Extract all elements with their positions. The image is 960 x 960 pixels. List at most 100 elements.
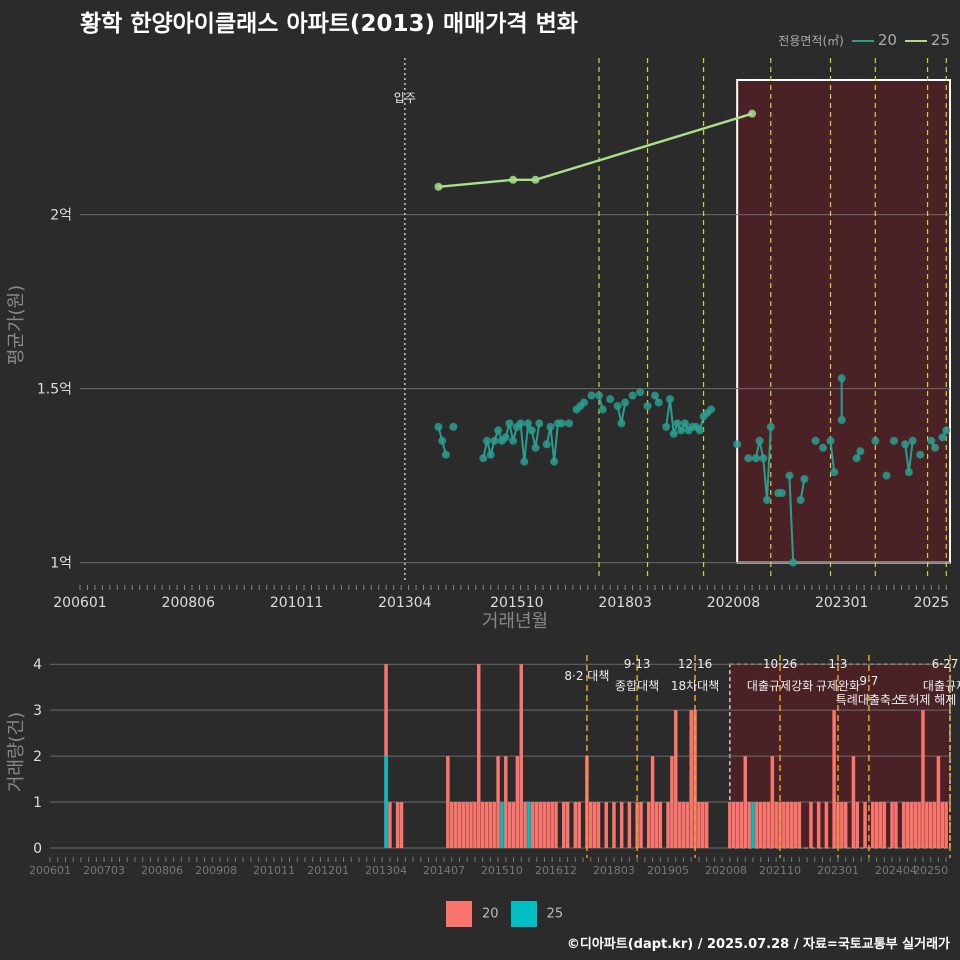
bar-20 [577, 802, 581, 848]
x-tick-label: 200601 [53, 595, 106, 611]
bar-x-tick-label: 201304 [365, 864, 407, 877]
bar-x-tick-label: 201905 [647, 864, 689, 877]
bar-20 [453, 802, 458, 848]
legend-swatch-25 [904, 39, 927, 42]
bar-20 [932, 802, 937, 848]
bar-20 [542, 802, 547, 848]
bar-20 [851, 756, 856, 848]
data-point-20 [557, 419, 566, 428]
bar-20 [496, 756, 500, 848]
policy-annotation-date: 9·7 [859, 674, 878, 688]
data-point-20 [908, 436, 917, 445]
data-point-20 [856, 447, 865, 456]
bar-20 [871, 802, 875, 848]
bar-20 [824, 802, 829, 848]
bar-20 [755, 802, 759, 848]
bar-20 [550, 802, 554, 848]
data-point-20 [673, 419, 682, 428]
policy-annotation-label: 18차대책 [671, 678, 719, 693]
legend-item-25: 25 [904, 31, 950, 49]
data-point-20 [501, 433, 510, 442]
data-point-20 [651, 391, 660, 400]
bar-20 [531, 802, 535, 848]
x-axis-title: 거래년월 [482, 611, 548, 632]
bar-20 [685, 802, 690, 848]
data-point-20 [665, 395, 674, 404]
chart-title: 황학 한양아이클래스 아파트(2013) 매매가격 변화 [80, 11, 578, 37]
bar-20 [511, 802, 516, 848]
bar-20 [604, 802, 608, 848]
data-point-20 [916, 450, 925, 459]
bar-y-tick-label: 2 [33, 749, 42, 765]
bar-20 [928, 802, 933, 848]
bar-20 [786, 802, 790, 848]
data-point-20 [904, 468, 913, 477]
legend-title: 전용면적(㎡) [778, 33, 844, 48]
move-in-label: 입주 [394, 91, 416, 105]
bar-20 [639, 802, 643, 848]
bar-20 [515, 756, 520, 848]
data-point-25 [748, 109, 757, 118]
data-point-25 [434, 182, 443, 191]
credit-text: ©디아파트(dapt.kr) / 2025.07.28 / 자료=국토교통부 실… [566, 937, 950, 952]
bar-x-tick-label: 200703 [83, 864, 125, 877]
data-point-20 [546, 422, 555, 431]
data-point-20 [707, 405, 716, 414]
data-point-20 [587, 391, 596, 400]
bar-20 [925, 802, 929, 848]
bar-20 [492, 802, 496, 848]
bar-20 [789, 802, 794, 848]
bar-25 [751, 802, 755, 848]
bar-20 [917, 802, 921, 848]
x-minor-ticks [79, 585, 947, 590]
data-point-20 [662, 422, 671, 431]
bar-20 [388, 802, 392, 848]
data-point-20 [482, 436, 491, 445]
data-point-20 [837, 415, 846, 424]
data-point-20 [598, 405, 607, 414]
bar-20 [689, 710, 693, 848]
bar-20 [731, 802, 736, 848]
data-point-20 [505, 419, 514, 428]
bar-20 [905, 802, 910, 848]
bar-20 [890, 802, 894, 848]
legend-item-20: 20 [851, 31, 897, 49]
legend-item-25: 25 [510, 901, 563, 927]
bar-20 [565, 802, 570, 848]
bar-20 [809, 802, 813, 848]
bar-x-tick-label: 200601 [29, 864, 71, 877]
bar-20 [940, 802, 945, 848]
data-point-20 [531, 443, 540, 452]
bar-x-tick-label: 201510 [481, 864, 523, 877]
legend-item-20: 20 [446, 901, 499, 927]
policy-annotation-label: 특례대출축소 [836, 693, 902, 707]
bar-20 [612, 802, 616, 848]
bar-20 [627, 802, 632, 848]
top-legend: 전용면적(㎡) 20 25 [778, 31, 950, 49]
legend-box-20 [446, 901, 472, 927]
bar-20 [936, 756, 941, 848]
bar-20 [921, 710, 925, 848]
bar-20 [882, 802, 887, 848]
x-tick-label: 201510 [490, 595, 543, 611]
data-point-20 [938, 433, 947, 442]
x-tick-label: 2025 [914, 595, 950, 611]
bar-20 [863, 802, 867, 848]
y-axis-title: 평균가(원) [6, 285, 27, 365]
bar-20 [596, 802, 601, 848]
policy-annotation-date: 12·16 [678, 657, 712, 671]
data-point-20 [927, 436, 936, 445]
bar-x-tick-label: 202301 [817, 864, 859, 877]
data-point-20 [434, 422, 443, 431]
bar-20 [589, 802, 593, 848]
y-tick-label: 1.5억 [37, 382, 72, 398]
bar-20 [840, 802, 844, 848]
bar-20 [758, 802, 763, 848]
data-point-20 [490, 436, 499, 445]
bar-20 [473, 802, 477, 848]
bar-x-tick-label: 201407 [423, 864, 465, 877]
bar-20 [573, 802, 578, 848]
bar-20 [561, 802, 566, 848]
bar-20 [782, 802, 786, 848]
